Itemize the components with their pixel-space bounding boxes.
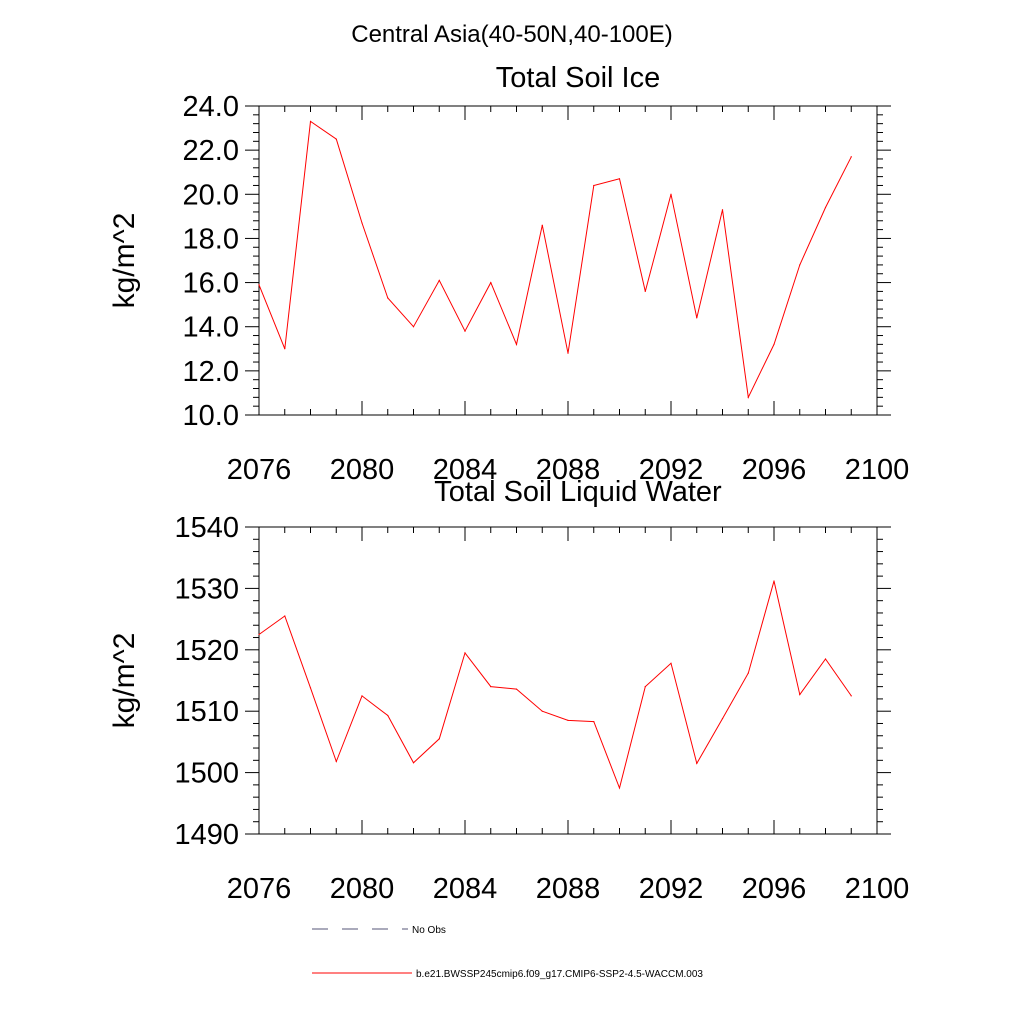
data-point — [850, 156, 852, 158]
data-point — [284, 348, 286, 350]
data-point — [361, 695, 363, 697]
figure-suptitle: Central Asia(40-50N,40-100E) — [351, 21, 673, 48]
data-point — [412, 762, 415, 764]
data-point — [721, 209, 724, 211]
data-point — [850, 695, 852, 697]
y-tick-label: 1540 — [174, 512, 239, 544]
data-point — [309, 687, 312, 689]
y-tick-label: 12.0 — [183, 356, 239, 388]
data-point — [490, 281, 492, 284]
x-tick-label: 2080 — [330, 873, 395, 905]
data-point — [567, 719, 569, 722]
y-tick-label: 14.0 — [183, 312, 239, 344]
panel-title: Total Soil Ice — [496, 62, 660, 94]
data-point — [361, 222, 363, 224]
data-point — [644, 290, 646, 292]
series-line — [258, 580, 852, 790]
y-tick-label: 1530 — [174, 573, 239, 605]
series-line — [258, 120, 852, 400]
x-tick-label: 2092 — [639, 873, 704, 905]
panel-total-soil-ice: Total Soil Ice 2076 2080 2084 2088 2092 2096 21… — [108, 62, 909, 486]
data-point — [464, 330, 466, 332]
x-tick-label: 2076 — [227, 454, 292, 486]
data-point — [593, 184, 595, 187]
data-point — [567, 352, 569, 354]
y-tick-label: 16.0 — [183, 268, 239, 300]
data-point — [773, 580, 775, 582]
x-tick-label: 2084 — [433, 873, 498, 905]
data-point — [670, 662, 672, 664]
data-point — [773, 343, 775, 345]
panel-total-soil-liquid-water: Total Soil Liquid Water 2076 2080 2084 2088 2… — [108, 476, 909, 905]
data-point — [593, 721, 595, 723]
data-point — [721, 717, 724, 720]
data-point — [438, 738, 440, 740]
plot-frame — [258, 526, 878, 835]
data-point — [824, 658, 827, 660]
data-point — [670, 193, 672, 195]
y-tick-label: 20.0 — [183, 179, 239, 211]
data-point — [284, 615, 286, 617]
x-tick-label: 2088 — [536, 454, 601, 486]
data-point — [438, 279, 440, 281]
x-tick-label: 2088 — [536, 873, 601, 905]
x-tick-label: 2096 — [742, 454, 807, 486]
data-point — [515, 688, 518, 690]
y-axis-label: kg/m^2 — [108, 213, 141, 309]
x-tick-label: 2080 — [330, 454, 395, 486]
x-tick-label: 2100 — [845, 454, 910, 486]
data-point — [515, 343, 518, 345]
y-tick-label: 1500 — [174, 758, 239, 790]
data-point — [696, 317, 698, 319]
y-tick-label: 22.0 — [183, 135, 239, 167]
data-point — [747, 396, 749, 398]
x-tick-label: 2096 — [742, 873, 807, 905]
panel-title: Total Soil Liquid Water — [434, 476, 722, 508]
data-point — [335, 760, 337, 763]
legend-label-model: b.e21.BWSSP245cmip6.f09_g17.CMIP6-SSP2-4… — [416, 969, 703, 980]
x-tick-label: 2076 — [227, 873, 292, 905]
data-point — [490, 686, 492, 688]
x-tick-label: 2084 — [433, 454, 498, 486]
y-tick-label: 24.0 — [183, 91, 239, 123]
data-point — [696, 762, 698, 764]
data-point — [387, 297, 389, 299]
data-point — [258, 284, 260, 286]
y-tick-label: 1510 — [174, 696, 239, 728]
y-tick-label: 1490 — [174, 819, 239, 851]
data-point — [644, 686, 646, 688]
data-point — [747, 672, 749, 674]
data-point — [799, 264, 801, 266]
y-tick-label: 18.0 — [183, 223, 239, 255]
data-point — [335, 138, 337, 140]
data-point — [412, 326, 415, 328]
data-point — [618, 178, 621, 180]
legend-label-no-obs: No Obs — [412, 925, 446, 936]
data-point — [258, 633, 260, 636]
data-point — [464, 652, 466, 654]
x-tick-label: 2100 — [845, 873, 910, 905]
legend: No Obs b.e21.BWSSP245cmip6.f09_g17.CMIP6-… — [312, 925, 703, 980]
data-point — [309, 120, 312, 123]
y-tick-label: 1520 — [174, 635, 239, 667]
y-tick-label: 10.0 — [183, 400, 239, 432]
data-point — [541, 224, 543, 226]
data-point — [824, 206, 827, 209]
y-axis-label: kg/m^2 — [108, 633, 141, 729]
data-point — [387, 714, 389, 717]
plot-frame — [258, 105, 878, 416]
data-point — [799, 694, 801, 696]
data-point — [541, 710, 543, 712]
x-tick-label: 2092 — [639, 454, 704, 486]
data-point — [618, 787, 621, 789]
